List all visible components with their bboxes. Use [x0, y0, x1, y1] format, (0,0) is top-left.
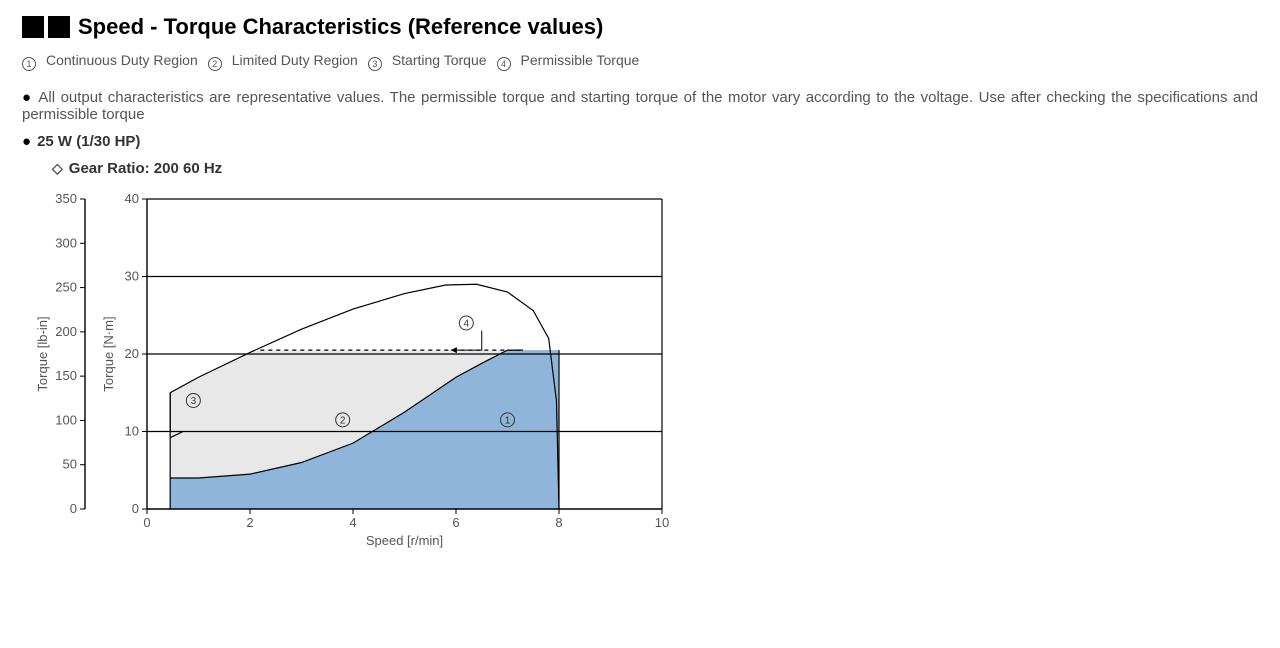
header-square-1	[22, 16, 44, 38]
annotation: 4	[459, 316, 473, 330]
y-outer-tick-label: 50	[63, 457, 77, 472]
y-axis-label-inner: Torque [N·m]	[101, 316, 116, 391]
circled-number-icon: 1	[22, 57, 36, 71]
x-tick-label: 2	[246, 515, 253, 530]
circled-number-icon: 4	[497, 57, 511, 71]
legend-item: 4Permissible Torque	[497, 52, 640, 68]
y-outer-tick-label: 300	[55, 235, 77, 250]
y-tick-label: 20	[125, 346, 139, 361]
y-outer-tick-label: 350	[55, 191, 77, 206]
svg-text:3: 3	[191, 396, 197, 407]
legend-item: 2Limited Duty Region	[208, 52, 358, 68]
x-tick-label: 0	[143, 515, 150, 530]
x-tick-label: 10	[655, 515, 669, 530]
svg-text:4: 4	[464, 319, 470, 330]
y-tick-label: 30	[125, 269, 139, 284]
y-outer-tick-label: 150	[55, 368, 77, 383]
y-tick-label: 0	[132, 501, 139, 516]
circled-number-icon: 2	[208, 57, 222, 71]
speed-torque-chart: 0102030400246810Speed [r/min]Torque [N·m…	[22, 187, 692, 557]
y-outer-tick-label: 0	[70, 501, 77, 516]
svg-text:2: 2	[340, 415, 346, 426]
circled-number-icon: 3	[368, 57, 382, 71]
x-tick-label: 6	[452, 515, 459, 530]
y-outer-tick-label: 200	[55, 324, 77, 339]
y-axis-label-outer: Torque [lb-in]	[35, 316, 50, 391]
x-tick-label: 4	[349, 515, 356, 530]
x-axis-label: Speed [r/min]	[366, 533, 443, 548]
power-rating: 25 W (1/30 HP)	[22, 133, 1258, 150]
legend-definitions: 1Continuous Duty Region 2Limited Duty Reg…	[22, 52, 1258, 71]
y-outer-tick-label: 250	[55, 280, 77, 295]
y-tick-label: 40	[125, 191, 139, 206]
annotation-leader	[451, 331, 482, 350]
y-outer-tick-label: 100	[55, 412, 77, 427]
gear-ratio: Gear Ratio: 200 60 Hz	[52, 160, 1258, 177]
legend-item: 1Continuous Duty Region	[22, 52, 198, 68]
note-text: All output characteristics are represent…	[22, 89, 1258, 123]
legend-item: 3Starting Torque	[368, 52, 487, 68]
header-square-2	[48, 16, 70, 38]
section-header: Speed - Torque Characteristics (Referenc…	[22, 14, 1258, 40]
y-tick-label: 10	[125, 424, 139, 439]
x-tick-label: 8	[555, 515, 562, 530]
section-title: Speed - Torque Characteristics (Referenc…	[78, 14, 603, 40]
svg-text:1: 1	[505, 415, 511, 426]
